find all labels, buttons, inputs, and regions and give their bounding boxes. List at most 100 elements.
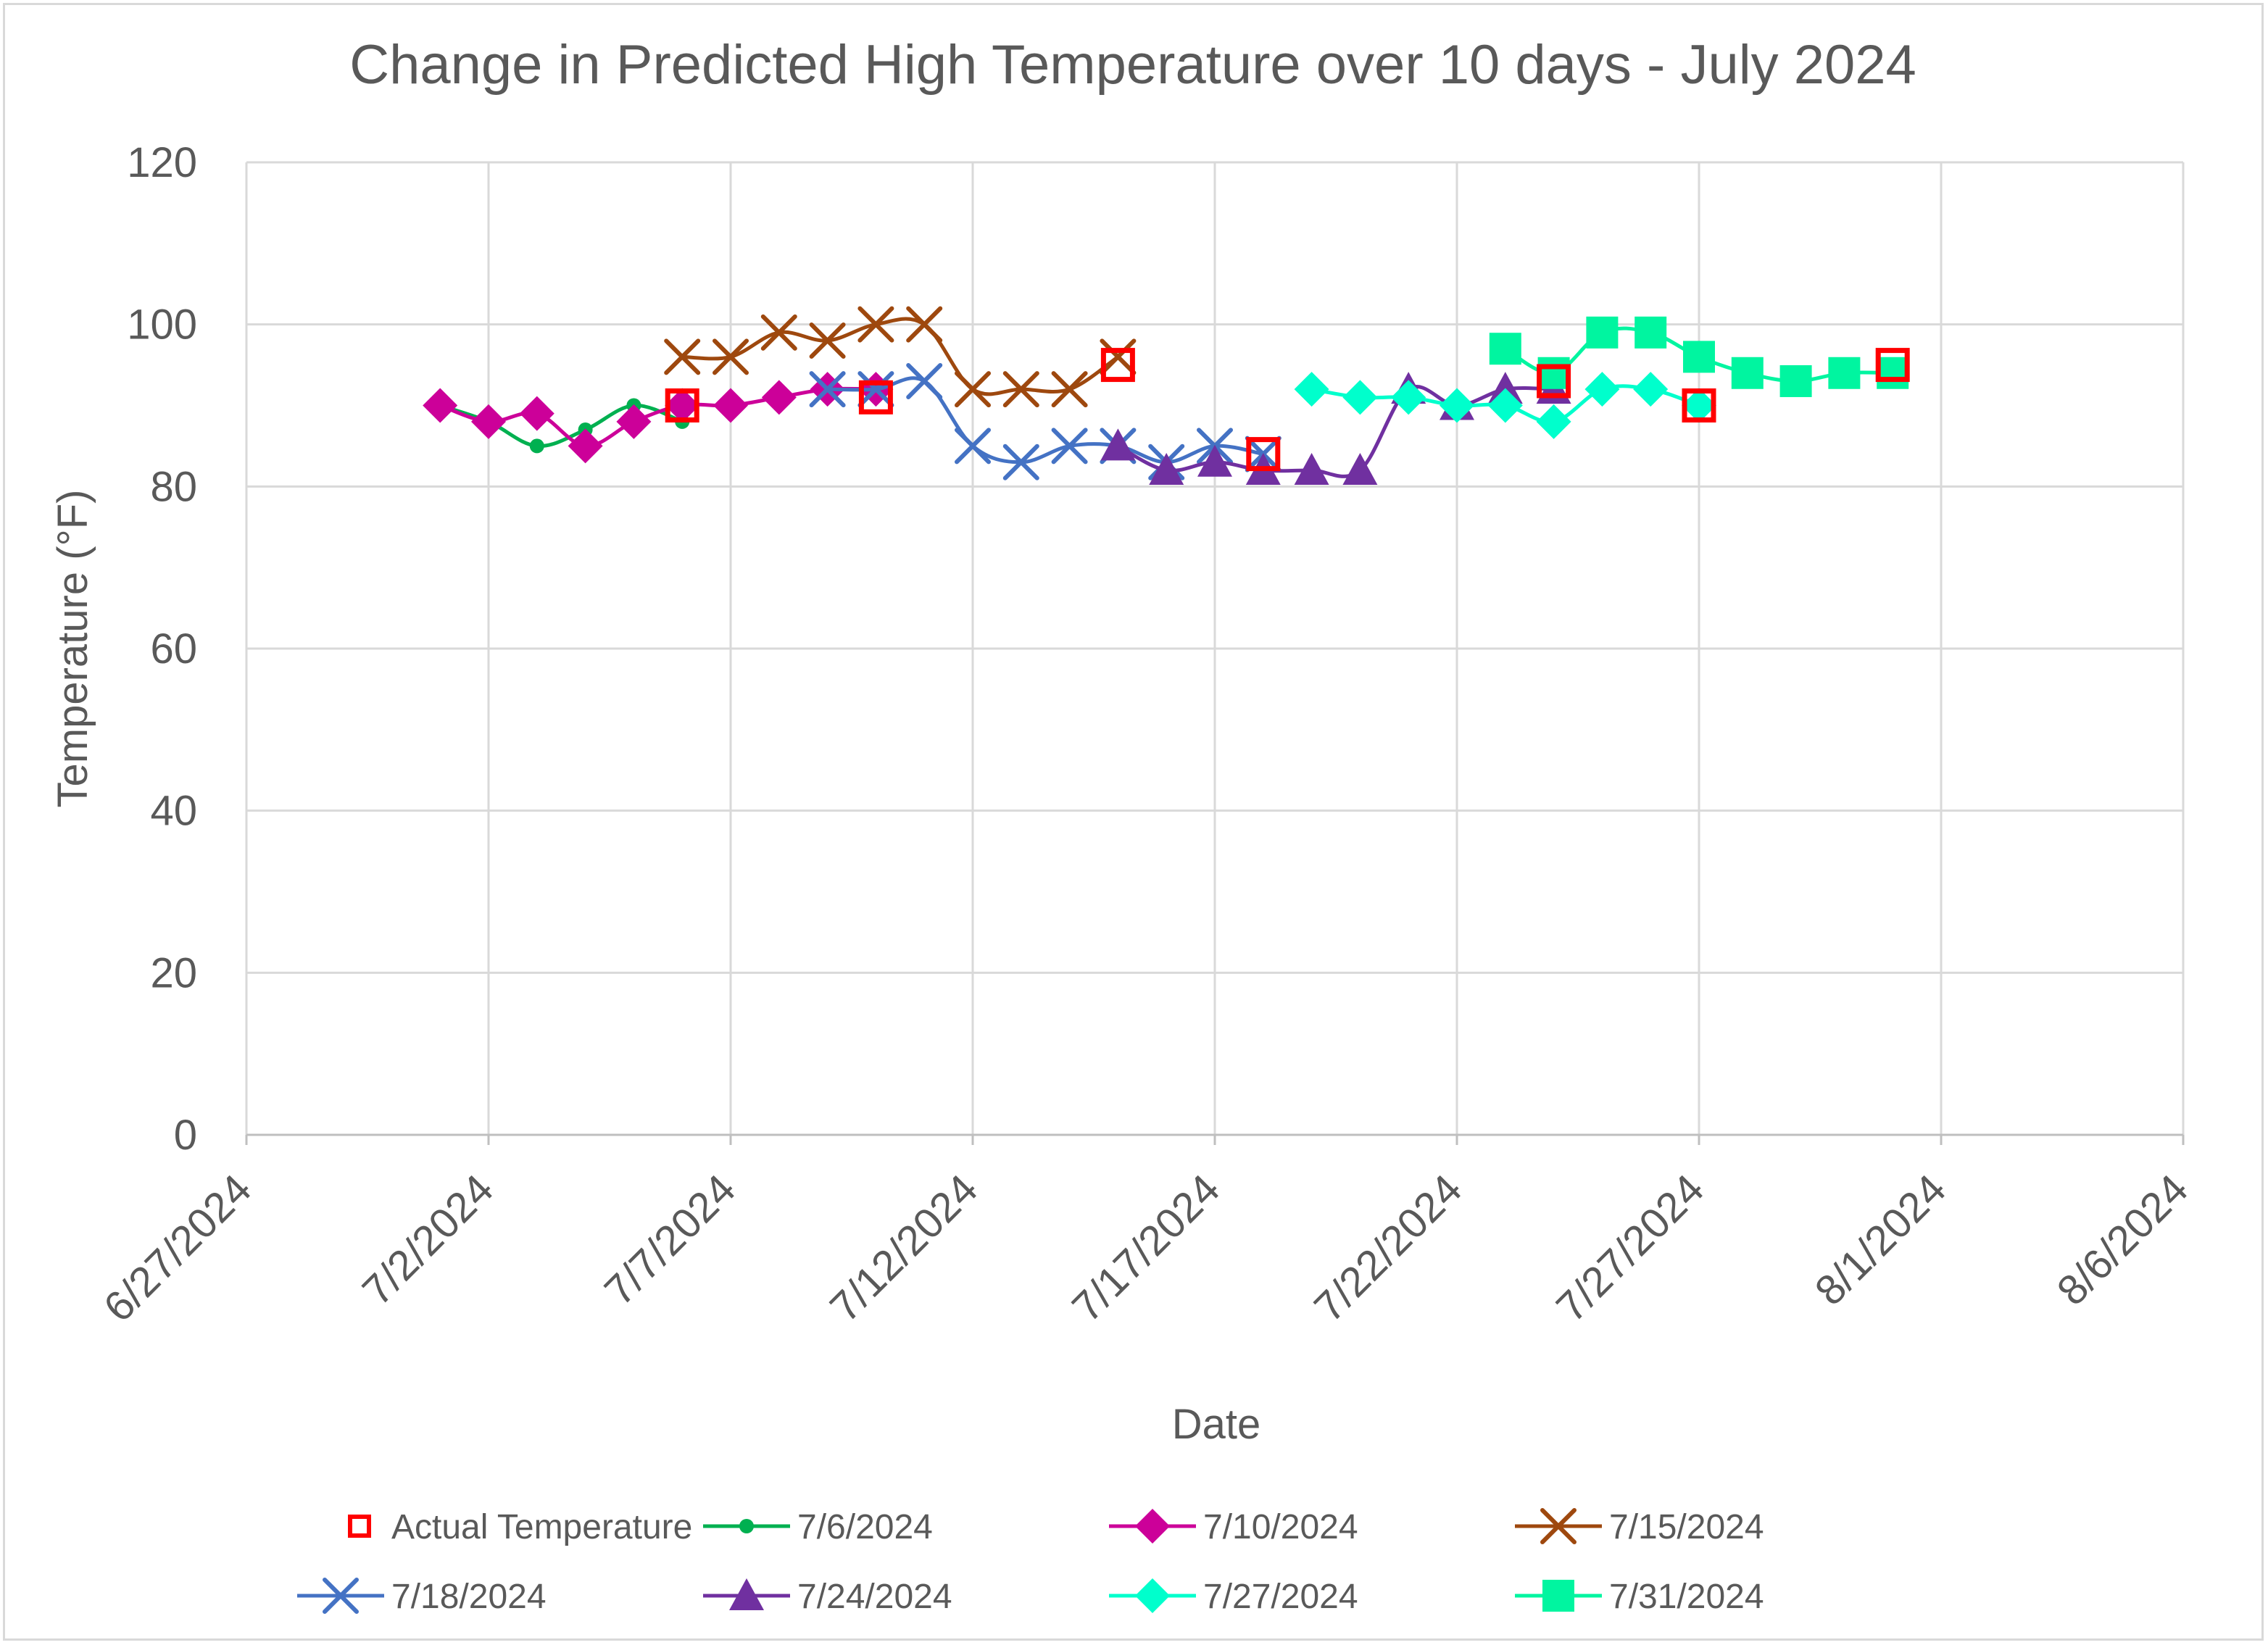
data-point (857, 371, 894, 408)
data-point (1342, 380, 1378, 415)
x-marker-stroke (955, 371, 991, 408)
gridlines (245, 161, 2185, 1145)
data-point (713, 338, 749, 375)
data-point (1100, 338, 1137, 375)
x-tick-label: 8/1/2024 (1806, 1165, 1956, 1315)
series-7-31-2024 (1489, 316, 1909, 397)
data-point (1149, 452, 1184, 485)
data-point (664, 338, 701, 375)
x-marker-stroke (955, 428, 991, 465)
y-axis-title: Temperature (°F) (49, 490, 96, 808)
data-point (1197, 444, 1232, 477)
legend-swatch-marker (729, 1578, 764, 1610)
x-tick-label: 7/2/2024 (354, 1165, 503, 1315)
data-point (1489, 333, 1521, 365)
data-point (713, 388, 748, 423)
data-point (1051, 428, 1088, 465)
data-point (1877, 357, 1909, 389)
legend-swatch-marker (1135, 1509, 1170, 1544)
x-axis-title: Date (1172, 1401, 1261, 1448)
legend-label: 7/15/2024 (1609, 1508, 1764, 1546)
series-line (438, 386, 878, 448)
data-point (955, 428, 991, 465)
data-point (1002, 371, 1039, 408)
series-line (1116, 385, 1556, 478)
legend-item: Actual Temperature (348, 1508, 692, 1546)
x-tick-label: 7/7/2024 (596, 1165, 745, 1315)
y-tick-label: 80 (150, 463, 197, 510)
data-point (1100, 428, 1136, 461)
series-7-6-2024 (433, 398, 690, 454)
data-point (1683, 341, 1715, 373)
legend-swatch-marker (348, 1515, 371, 1538)
legend-label: 7/24/2024 (797, 1578, 952, 1616)
series-line (680, 317, 1120, 396)
data-point (1779, 365, 1812, 397)
series-7-24-2024 (1100, 372, 1571, 485)
x-marker-stroke (1100, 338, 1137, 375)
x-marker-stroke (1051, 428, 1088, 465)
legend: Actual Temperature 7/6/2024 7/10/2024 7/15/… (297, 1508, 1764, 1616)
legend-swatch-marker (739, 1519, 754, 1533)
x-marker-stroke (760, 314, 797, 351)
data-point (1586, 316, 1619, 349)
data-point (1584, 372, 1620, 407)
data-point (906, 306, 943, 343)
series-7-27-2024 (1294, 372, 1716, 439)
legend-swatch-marker (323, 1578, 359, 1614)
data-point (529, 438, 544, 454)
x-marker-stroke (906, 362, 943, 399)
x-marker-stroke (857, 371, 894, 408)
x-marker-stroke (1002, 443, 1039, 480)
legend-item: 7/27/2024 (1109, 1578, 1358, 1616)
data-point (906, 362, 943, 399)
x-marker-stroke (857, 306, 894, 343)
data-point (955, 371, 991, 408)
data-point (665, 388, 699, 422)
data-point (1682, 388, 1716, 422)
legend-item: 7/15/2024 (1515, 1508, 1764, 1546)
x-axis-ticks: 6/27/2024 7/2/2024 7/7/2024 7/12/2024 7/17/2… (95, 1165, 2197, 1330)
data-point (809, 371, 846, 408)
y-tick-label: 20 (150, 949, 197, 996)
data-point (857, 306, 894, 343)
legend-label: 7/18/2024 (391, 1578, 547, 1616)
legend-item: 7/18/2024 (297, 1578, 547, 1616)
data-point (1391, 380, 1426, 415)
legend-label: 7/10/2024 (1203, 1508, 1358, 1546)
data-point (1536, 404, 1571, 439)
data-point (858, 380, 893, 415)
x-marker-stroke (906, 306, 943, 343)
data-point (1342, 452, 1378, 485)
legend-swatch-marker (1135, 1578, 1170, 1613)
data-point (761, 380, 797, 415)
data-point (760, 314, 797, 351)
x-marker-stroke (1540, 1508, 1577, 1544)
data-point (519, 396, 554, 431)
data-point (1875, 348, 1910, 383)
data-point (1537, 364, 1571, 399)
data-point (1294, 452, 1329, 485)
data-point (1731, 357, 1764, 389)
x-tick-label: 6/27/2024 (95, 1165, 260, 1330)
y-tick-label: 120 (127, 139, 197, 186)
data-point (1537, 357, 1570, 389)
y-tick-label: 60 (150, 625, 197, 672)
chart-title: Change in Predicted High Temperature ove… (349, 34, 1916, 96)
legend-label: 7/27/2024 (1203, 1578, 1358, 1616)
data-point (1246, 437, 1281, 472)
legend-swatch-marker (1542, 1580, 1574, 1612)
data-point (1487, 372, 1523, 404)
legend-label: 7/6/2024 (797, 1508, 933, 1546)
data-point (665, 388, 700, 423)
data-point (809, 322, 846, 359)
series-actual-temperature (665, 348, 1910, 472)
x-tick-label: 7/27/2024 (1548, 1165, 1713, 1330)
legend-item: 7/10/2024 (1109, 1508, 1358, 1546)
data-point (1002, 443, 1039, 480)
x-tick-label: 7/22/2024 (1305, 1165, 1471, 1330)
legend-item: 7/24/2024 (703, 1578, 952, 1616)
data-point (1100, 348, 1135, 383)
y-tick-label: 100 (127, 301, 197, 349)
